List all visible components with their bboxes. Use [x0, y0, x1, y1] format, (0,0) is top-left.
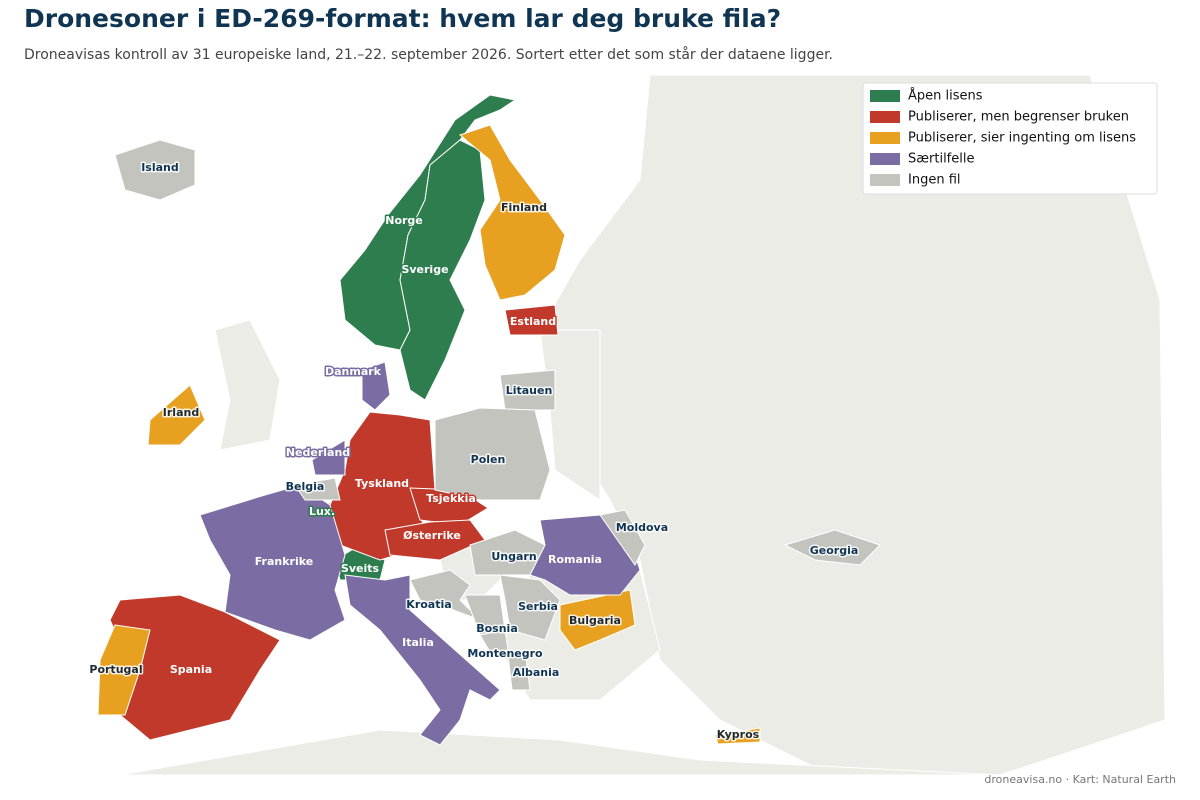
- country-label: Georgia: [810, 544, 859, 557]
- legend-swatch: [870, 174, 900, 186]
- country-label: Montenegro: [467, 647, 543, 660]
- country-labels: Norge Sverige Sveits Lux. Estland Tyskland Tsj…: [88, 160, 860, 743]
- country-label: Spania: [170, 663, 212, 676]
- country-label: Polen: [471, 453, 506, 466]
- country-label: Sverige: [401, 263, 448, 276]
- country-label: Romania: [548, 553, 602, 566]
- country: [783, 529, 881, 566]
- legend-swatch: [870, 111, 900, 123]
- country-label: Litauen: [506, 384, 553, 397]
- title: Dronesoner i ED-269-format: hvem lar deg…: [24, 4, 781, 33]
- country-label: Bosnia: [476, 622, 518, 635]
- country-label: Bulgaria: [569, 614, 621, 627]
- country: [499, 369, 556, 411]
- country: [479, 629, 509, 653]
- country-label: Portugal: [89, 663, 142, 676]
- country: [504, 304, 559, 336]
- country: [559, 589, 636, 651]
- country-label: Kroatia: [406, 598, 451, 611]
- country: [344, 574, 501, 746]
- country-label: Østerrike: [403, 529, 461, 542]
- legend-label: Publiserer, men begrenser bruken: [908, 110, 1129, 125]
- country: [114, 139, 196, 201]
- country: [294, 477, 341, 501]
- country-label: Tyskland: [355, 477, 409, 490]
- country-label: Tsjekkia: [426, 492, 476, 505]
- legend-label: Særtilfelle: [908, 152, 974, 167]
- legend-swatch: [870, 90, 900, 102]
- country-label: Ungarn: [491, 550, 536, 563]
- country-label: Irland: [163, 406, 199, 419]
- land: [214, 319, 281, 451]
- countries: [97, 94, 881, 746]
- country: [507, 649, 531, 691]
- land: [119, 729, 1001, 776]
- country-label: Island: [141, 161, 179, 174]
- country: [434, 407, 551, 501]
- legend-swatch: [870, 153, 900, 165]
- country: [399, 139, 486, 401]
- country-label: Serbia: [518, 600, 558, 613]
- country-label: Finland: [501, 201, 547, 214]
- country-label: Estland: [510, 315, 556, 328]
- country: [458, 124, 566, 301]
- subtitle: Droneavisas kontroll av 31 europeiske la…: [24, 46, 833, 63]
- country-label: Italia: [402, 636, 434, 649]
- country: [361, 361, 391, 411]
- country-label: Sveits: [341, 562, 380, 575]
- country-label: Belgia: [286, 480, 325, 493]
- country-label: Moldova: [616, 521, 668, 534]
- country-label: Nederland: [286, 446, 350, 459]
- country: [499, 574, 561, 641]
- legend-swatch: [870, 132, 900, 144]
- footer: droneavisa.no · Kart: Natural Earth: [984, 773, 1176, 786]
- country-label: Albania: [513, 666, 560, 679]
- country: [469, 529, 546, 576]
- country: [311, 439, 346, 476]
- legend-label: Ingen fil: [908, 173, 961, 188]
- legend-label: Publiserer, sier ingenting om lisens: [908, 131, 1136, 146]
- country-label: Lux.: [309, 505, 335, 518]
- country-label: Norge: [385, 214, 423, 227]
- land: [539, 74, 1166, 776]
- country: [147, 384, 206, 446]
- legend: Åpen lisens Publiserer, men begrenser bru…: [870, 88, 1136, 188]
- country: [714, 727, 761, 745]
- country: [409, 569, 481, 621]
- country-label: Kypros: [717, 728, 760, 741]
- legend-box: [862, 82, 1158, 195]
- legend-label: Åpen lisens: [908, 88, 983, 104]
- country: [599, 509, 646, 566]
- country-label: Danmark: [325, 365, 382, 378]
- country: [97, 624, 151, 716]
- country-label: Frankrike: [255, 555, 313, 568]
